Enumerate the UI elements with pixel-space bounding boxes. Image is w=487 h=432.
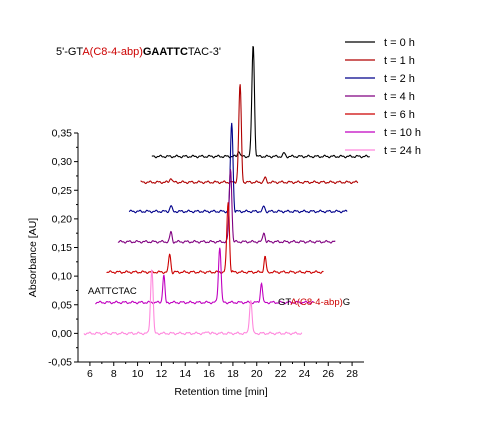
x-tick-label: 22 <box>275 368 287 380</box>
x-tick-label: 18 <box>227 368 239 380</box>
y-tick-label: 0,15 <box>52 242 73 254</box>
annotation-part-2: G <box>343 297 350 308</box>
x-tick-label: 26 <box>322 368 334 380</box>
x-axis-label: Retention time [min] <box>174 386 267 398</box>
x-tick-label: 12 <box>156 368 168 380</box>
sequence-title: 5'-GTA(C8-4-abp)GAATTCTAC-3' <box>56 46 221 58</box>
y-tick-label: 0,00 <box>52 328 73 340</box>
y-tick-label: 0,05 <box>52 299 73 311</box>
legend: t = 0 h t = 1 h t = 2 h t = 4 h t = 6 h t = 1… <box>345 37 421 157</box>
y-tick-label: -0,05 <box>48 357 72 369</box>
y-tick-label: 0,10 <box>52 271 73 283</box>
annotation-part-1: A(C8-4-abp) <box>291 297 343 308</box>
y-tick-label: 0,25 <box>52 185 73 197</box>
x-tick-label: 8 <box>111 368 117 380</box>
x-tick-label: 24 <box>299 368 311 380</box>
peak-annotations: AATTCTAC GTA(C8-4-abp)G <box>88 286 350 308</box>
title-part-modification: A(C8-4-abp) <box>82 46 143 58</box>
series-line-6 <box>83 269 303 336</box>
legend-label-2: t = 2 h <box>384 73 415 85</box>
title-part-prefix: 5'-GT <box>56 46 83 58</box>
legend-label-1: t = 1 h <box>384 55 415 67</box>
legend-label-6: t = 24 h <box>384 145 421 157</box>
x-tick-label: 20 <box>251 368 263 380</box>
series-line-5 <box>95 247 314 305</box>
annotation-adduct-product: GTA(C8-4-abp)G <box>278 297 350 308</box>
series-line-0 <box>151 45 370 159</box>
x-tick-label: 6 <box>87 368 93 380</box>
series-line-2 <box>128 122 348 214</box>
title-part-recognition-site: GAATTC <box>142 46 188 58</box>
annotation-cleavage-product: AATTCTAC <box>88 286 137 297</box>
series-traces <box>83 45 370 336</box>
y-tick-label: 0,20 <box>52 213 73 225</box>
y-tick-label: 0,30 <box>52 156 73 168</box>
legend-label-4: t = 6 h <box>384 109 415 121</box>
legend-label-3: t = 4 h <box>384 91 415 103</box>
x-tick-label: 16 <box>203 368 215 380</box>
series-line-1 <box>140 84 359 185</box>
y-tick-label: 0,35 <box>52 128 73 140</box>
x-tick-label: 10 <box>132 368 144 380</box>
x-tick-label: 14 <box>179 368 191 380</box>
y-axis-label: Absorbance [AU] <box>27 218 39 297</box>
series-line-4 <box>106 202 324 275</box>
legend-label-5: t = 10 h <box>384 127 421 139</box>
x-tick-label: 28 <box>346 368 358 380</box>
annotation-part-0: GT <box>278 297 291 308</box>
legend-label-0: t = 0 h <box>384 37 415 49</box>
axes: 6 8 10 12 14 16 18 20 22 24 26 28 -0,05 0,00 0,05 0,10 0… <box>48 128 364 380</box>
title-part-suffix: TAC-3' <box>187 46 221 58</box>
